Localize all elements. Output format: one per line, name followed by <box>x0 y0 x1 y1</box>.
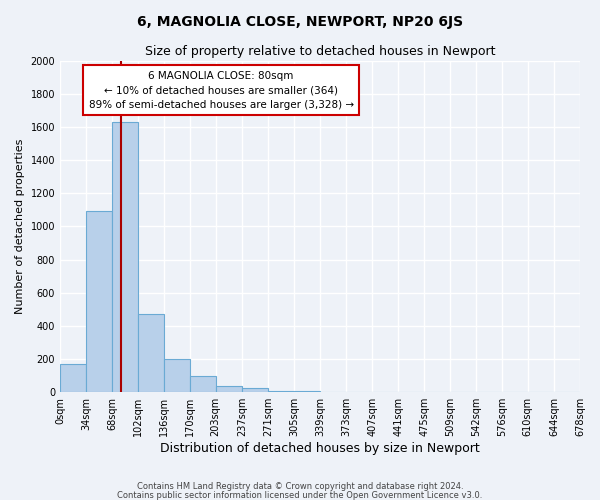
Text: Contains HM Land Registry data © Crown copyright and database right 2024.: Contains HM Land Registry data © Crown c… <box>137 482 463 491</box>
Bar <box>112 122 138 392</box>
Bar <box>138 314 164 392</box>
Bar <box>164 359 190 392</box>
Text: 6, MAGNOLIA CLOSE, NEWPORT, NP20 6JS: 6, MAGNOLIA CLOSE, NEWPORT, NP20 6JS <box>137 15 463 29</box>
Bar <box>60 364 86 392</box>
Title: Size of property relative to detached houses in Newport: Size of property relative to detached ho… <box>145 45 495 58</box>
Text: 6 MAGNOLIA CLOSE: 80sqm
← 10% of detached houses are smaller (364)
89% of semi-d: 6 MAGNOLIA CLOSE: 80sqm ← 10% of detache… <box>89 70 353 110</box>
Bar <box>268 390 294 392</box>
Bar <box>86 212 112 392</box>
Bar <box>242 388 268 392</box>
Text: Contains public sector information licensed under the Open Government Licence v3: Contains public sector information licen… <box>118 490 482 500</box>
Bar <box>190 376 216 392</box>
Bar <box>216 386 242 392</box>
Y-axis label: Number of detached properties: Number of detached properties <box>15 138 25 314</box>
X-axis label: Distribution of detached houses by size in Newport: Distribution of detached houses by size … <box>160 442 480 455</box>
